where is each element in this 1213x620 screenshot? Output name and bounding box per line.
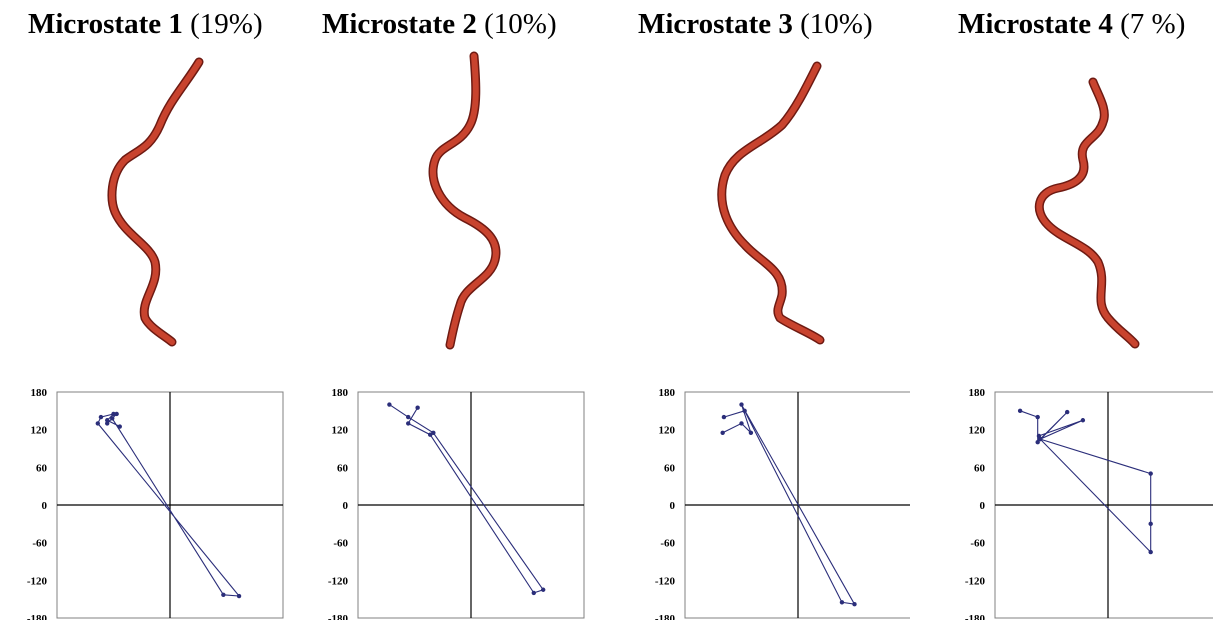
data-point xyxy=(742,408,747,414)
data-point xyxy=(117,424,122,429)
protein-ribbon-4 xyxy=(1034,77,1140,349)
protein-ribbon-1 xyxy=(107,57,204,347)
panel-title-name-2: Microstate 2 xyxy=(322,8,477,40)
panel-title-name-1: Microstate 1 xyxy=(28,8,183,40)
y-tick-label: -120 xyxy=(328,575,349,587)
y-tick-label: -120 xyxy=(27,575,48,587)
panel-title-name-3: Microstate 3 xyxy=(638,8,793,40)
y-tick-label: 0 xyxy=(670,500,676,512)
data-point xyxy=(221,592,226,597)
y-tick-label: -60 xyxy=(32,538,47,550)
series-line xyxy=(389,404,545,594)
y-tick-label: -180 xyxy=(27,613,48,620)
data-point xyxy=(95,421,101,426)
y-tick-label: -120 xyxy=(965,575,986,587)
data-point xyxy=(105,418,110,423)
y-tick-label: 0 xyxy=(980,500,986,512)
data-point xyxy=(111,411,116,417)
y-tick-label: -60 xyxy=(660,538,675,550)
y-tick-label: 120 xyxy=(969,425,986,437)
panel-4: Microstate 4 (7 %) 180120600-60-120-180-… xyxy=(913,0,1213,620)
ribbon-body-3 xyxy=(718,63,823,343)
data-point xyxy=(1064,409,1070,415)
panel-title-percent-4: (7 %) xyxy=(1120,8,1186,40)
panel-3: Microstate 3 (10%) 180120600-60-120-180-… xyxy=(610,0,910,620)
data-point xyxy=(1148,471,1153,476)
data-point xyxy=(1148,521,1153,527)
data-point xyxy=(114,411,119,417)
panel-title-2: Microstate 2 (10%) xyxy=(322,8,557,41)
y-tick-label: -180 xyxy=(965,613,986,620)
protein-ribbon-3 xyxy=(717,61,825,345)
data-point xyxy=(739,402,744,407)
data-point xyxy=(721,414,727,420)
data-point xyxy=(406,414,411,420)
y-tick-label: 0 xyxy=(343,500,349,512)
y-tick-label: 180 xyxy=(969,387,986,399)
series-line xyxy=(722,404,856,605)
data-point xyxy=(406,421,411,426)
data-point xyxy=(739,421,744,426)
data-point xyxy=(1080,418,1086,423)
y-tick-label: -120 xyxy=(655,575,676,587)
data-point xyxy=(387,402,392,407)
data-point xyxy=(748,430,754,436)
panel-title-3: Microstate 3 (10%) xyxy=(638,8,873,41)
y-tick-label: 180 xyxy=(31,387,48,399)
y-tick-label: 60 xyxy=(36,462,48,474)
data-point xyxy=(105,421,110,426)
series-line xyxy=(1019,410,1152,554)
data-point xyxy=(1017,408,1023,414)
panel-1: Microstate 1 (19%) 180120600-60-120-180-… xyxy=(0,0,300,620)
panel-title-percent-3: (10%) xyxy=(800,8,873,40)
y-tick-label: -60 xyxy=(333,538,348,550)
protein-ribbon-2 xyxy=(428,51,501,350)
data-point xyxy=(1035,414,1040,420)
data-point xyxy=(1148,549,1153,555)
y-tick-label: 120 xyxy=(659,425,676,437)
ribbon-body-1 xyxy=(109,59,202,345)
y-tick-label: 120 xyxy=(31,425,48,437)
panel-title-percent-1: (19%) xyxy=(190,8,263,40)
data-point xyxy=(531,590,536,596)
panel-title-1: Microstate 1 (19%) xyxy=(28,8,263,41)
data-point xyxy=(98,414,104,420)
data-point xyxy=(427,432,433,437)
series-line xyxy=(97,412,241,597)
data-point xyxy=(852,601,857,607)
y-tick-label: -180 xyxy=(655,613,676,620)
data-point xyxy=(540,587,546,592)
data-point xyxy=(236,593,242,599)
y-tick-label: -60 xyxy=(970,538,985,550)
y-tick-label: -180 xyxy=(328,613,349,620)
panel-title-name-4: Microstate 4 xyxy=(958,8,1113,40)
ribbon-body-2 xyxy=(430,53,499,348)
ribbon-body-4 xyxy=(1036,79,1138,347)
y-tick-label: 0 xyxy=(42,500,48,512)
y-tick-label: 60 xyxy=(337,462,349,474)
y-tick-label: 180 xyxy=(659,387,676,399)
panel-2: Microstate 2 (10%) 180120600-60-120-180-… xyxy=(300,0,600,620)
data-point xyxy=(720,430,725,436)
y-tick-label: 120 xyxy=(332,425,349,437)
data-point xyxy=(1036,433,1042,439)
data-point xyxy=(1035,440,1040,445)
data-point xyxy=(839,600,845,605)
data-point xyxy=(110,416,115,421)
y-tick-label: 60 xyxy=(974,462,986,474)
y-tick-label: 180 xyxy=(332,387,349,399)
panel-title-4: Microstate 4 (7 %) xyxy=(958,8,1185,41)
y-tick-label: 60 xyxy=(664,462,676,474)
panel-title-percent-2: (10%) xyxy=(484,8,557,40)
data-point xyxy=(415,405,420,410)
